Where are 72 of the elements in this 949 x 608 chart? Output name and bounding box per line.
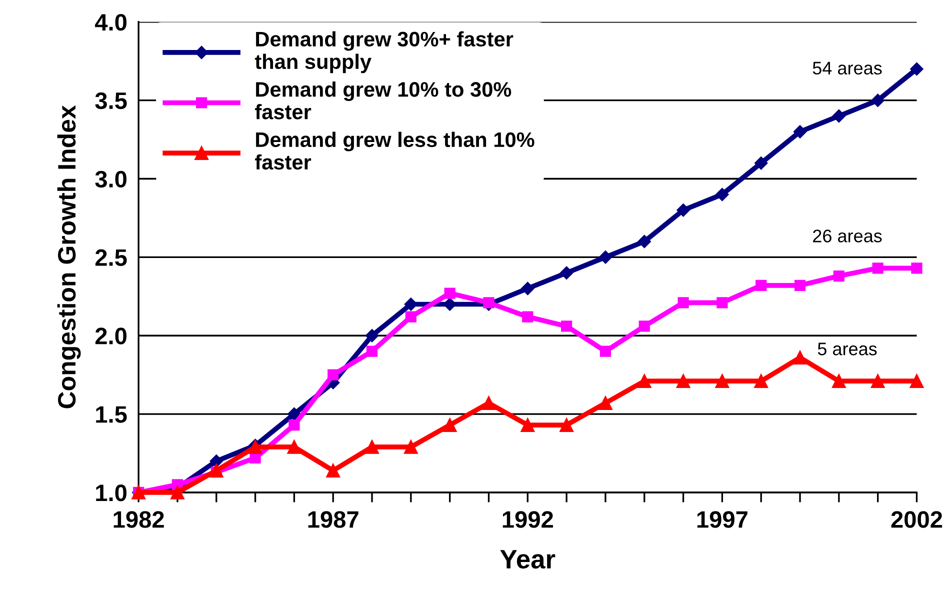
point — [793, 350, 807, 365]
point — [170, 486, 184, 500]
point — [638, 320, 650, 332]
point — [560, 418, 574, 432]
point — [754, 374, 768, 388]
point — [210, 454, 223, 468]
point — [676, 204, 690, 217]
point — [328, 369, 339, 380]
point — [250, 452, 261, 464]
legend-label: Demand grew 30%+ faster than supply — [254, 31, 514, 74]
point — [560, 320, 572, 332]
point — [793, 125, 807, 138]
point — [482, 396, 496, 410]
point — [716, 188, 729, 202]
point — [598, 250, 612, 264]
point — [365, 329, 379, 342]
point — [833, 270, 844, 282]
x-tick-label: 1982 — [114, 511, 164, 528]
point — [483, 297, 494, 308]
point — [366, 346, 378, 357]
point — [209, 464, 224, 478]
point — [638, 234, 651, 248]
point — [443, 298, 456, 311]
point — [715, 374, 730, 388]
annotation: 54 areas — [812, 62, 882, 75]
point — [637, 374, 652, 388]
x-tick-label: 2002 — [891, 511, 942, 528]
point — [288, 407, 301, 421]
point — [676, 374, 690, 388]
point — [911, 262, 922, 274]
y-tick-label: 4.0 — [94, 14, 126, 31]
point — [870, 374, 885, 388]
y-tick-label: 1.0 — [96, 484, 126, 502]
point — [326, 464, 340, 478]
point — [754, 156, 768, 170]
y-tick-label: 3.5 — [95, 92, 127, 110]
point — [832, 109, 846, 123]
point — [287, 440, 302, 454]
x-axis-title: Year — [500, 550, 556, 569]
point — [872, 262, 884, 274]
x-tick-label: 1992 — [502, 511, 553, 528]
point — [910, 374, 924, 388]
point — [442, 418, 457, 432]
point — [871, 94, 884, 107]
point — [365, 440, 379, 454]
point — [756, 280, 767, 291]
point — [600, 346, 612, 357]
y-axis-title: Congestion Growth Index — [57, 105, 81, 408]
point — [598, 396, 612, 410]
point — [520, 418, 535, 432]
point — [405, 311, 416, 322]
point — [678, 297, 689, 308]
point — [560, 266, 574, 280]
annotation: 26 areas — [813, 230, 882, 242]
point — [910, 62, 924, 76]
legend-label: Demand grew less than 10% faster — [255, 132, 534, 170]
x-tick-label: 1987 — [308, 511, 358, 528]
y-tick-label: 1.5 — [96, 406, 127, 423]
point — [444, 288, 456, 299]
point — [794, 280, 806, 291]
point — [716, 297, 728, 308]
y-tick-label: 2.0 — [95, 328, 126, 344]
point — [521, 282, 534, 296]
y-tick-label: 3.0 — [95, 170, 126, 188]
point — [404, 440, 418, 454]
annotation: 5 areas — [818, 342, 877, 356]
point — [288, 419, 300, 431]
y-tick-label: 2.5 — [95, 249, 127, 266]
legend-label: Demand grew 10% to 30% faster — [255, 82, 512, 120]
x-tick-label: 1997 — [697, 511, 748, 528]
point — [832, 374, 846, 388]
point — [522, 311, 534, 322]
